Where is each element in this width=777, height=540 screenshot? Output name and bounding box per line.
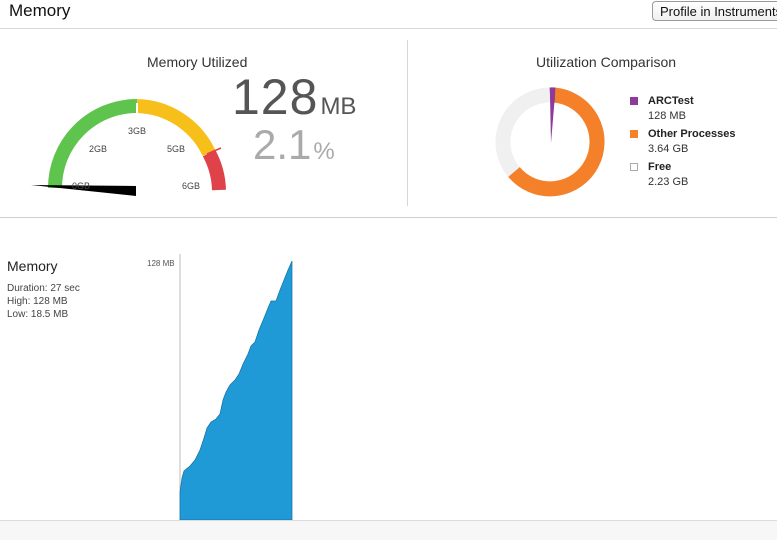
memory-area xyxy=(180,261,292,520)
footer-bar xyxy=(0,520,777,540)
